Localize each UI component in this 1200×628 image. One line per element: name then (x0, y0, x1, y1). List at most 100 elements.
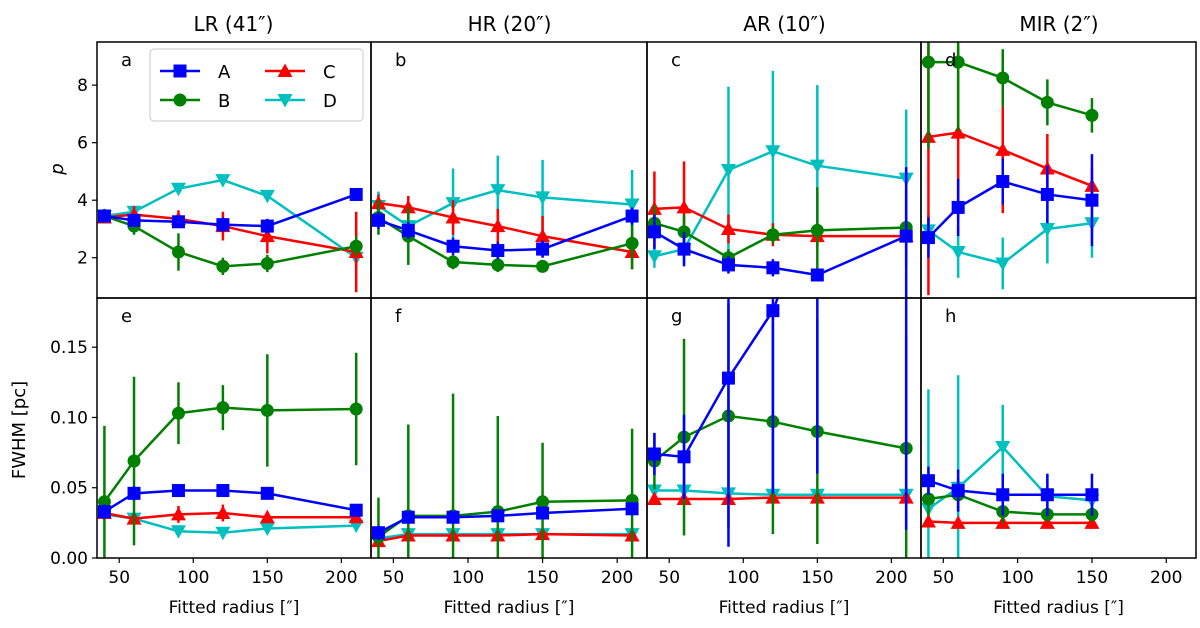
legend-marker-b (173, 93, 187, 107)
point-a (446, 510, 460, 524)
point-a (766, 261, 780, 275)
point-d (647, 484, 662, 499)
panel-frame (646, 41, 922, 299)
x-tick-label: 150 (526, 568, 558, 588)
x-axis-label: Fitted radius [″] (169, 598, 300, 618)
point-a (721, 371, 735, 385)
point-a (216, 218, 230, 232)
series-line-c (104, 511, 357, 520)
series-line-b (103, 406, 357, 503)
point-d (170, 182, 186, 197)
point-b (491, 258, 505, 272)
point-a (625, 502, 639, 516)
point-b (349, 239, 363, 253)
point-a (899, 229, 913, 243)
point-d (995, 257, 1011, 271)
x-tick-label: 150 (1076, 568, 1108, 588)
point-d (765, 145, 781, 159)
point-a (996, 175, 1010, 189)
panel-c: c (646, 41, 922, 299)
point-b (536, 495, 550, 509)
point-b (810, 223, 824, 237)
point-d (259, 189, 275, 204)
column-titles: LR (41″) HR (20″) AR (10″) MIR (2″) (194, 12, 1099, 36)
point-a (536, 506, 550, 520)
point-b (446, 255, 460, 269)
x-tick-label: 200 (875, 568, 907, 588)
series-line-a (653, 230, 907, 277)
legend-marker-d (277, 94, 293, 108)
point-c (170, 506, 186, 521)
point-c (400, 199, 416, 214)
x-axis-label: Fitted radius [″] (719, 598, 850, 618)
y-tick-label: 2 (77, 249, 88, 269)
x-tick-label: 200 (601, 568, 633, 588)
y-tick-label: 0.10 (50, 408, 88, 428)
point-a (349, 187, 363, 201)
panel-frame (920, 41, 1197, 299)
plot-area-h (921, 375, 1100, 558)
panels: a 2 4 6 8 AB CDb c d e 0.00 0.05 0.10 0.15 50 100 150 200… (50, 41, 1197, 618)
point-a (951, 200, 965, 214)
point-c (215, 505, 231, 520)
point-c (490, 218, 506, 233)
x-tick-label: 100 (727, 568, 759, 588)
series-line-c (654, 206, 907, 238)
panel-frame (370, 41, 648, 299)
panel-letter: b (395, 50, 406, 71)
series-line-a (104, 193, 357, 228)
point-a (1040, 488, 1054, 502)
x-tick-label: 100 (452, 568, 484, 588)
panel-letter: f (395, 306, 402, 327)
y-tick-label: 8 (77, 76, 88, 96)
point-b (766, 228, 780, 242)
x-tick-label: 200 (325, 568, 357, 588)
plot-area-b (371, 155, 640, 273)
point-b (216, 401, 230, 415)
series-line-d (927, 221, 1093, 265)
point-a (260, 486, 274, 500)
point-d (624, 198, 640, 213)
point-a (371, 526, 385, 540)
panel-frame (920, 297, 1197, 559)
point-a (491, 509, 505, 523)
point-a (446, 239, 460, 253)
panel-letter: c (671, 50, 681, 71)
panel-h: h 50 100 150 200 Fitted radius [″] (920, 297, 1197, 618)
point-b (97, 495, 111, 509)
legend: AB CD (149, 48, 364, 122)
x-tick-label: 50 (658, 568, 680, 588)
point-a (647, 225, 661, 239)
point-d (995, 440, 1011, 455)
series-line-a (654, 298, 779, 459)
y-axis-label-fwhm: FWHM [pc] (9, 381, 30, 479)
point-d (647, 250, 662, 264)
point-b (171, 406, 185, 420)
series-line-b (377, 499, 633, 538)
point-a (216, 484, 230, 498)
point-b (216, 259, 230, 273)
point-a (401, 510, 415, 524)
point-c (950, 125, 966, 139)
series-line-d (927, 445, 1093, 510)
series-line-b (653, 414, 907, 462)
point-b (921, 492, 935, 506)
point-b (349, 402, 363, 416)
y-tick-label: 0.05 (50, 479, 88, 499)
legend-marker-a (173, 64, 187, 78)
legend-label-a: A (218, 62, 231, 83)
series-line-c (654, 496, 907, 501)
point-a (260, 219, 274, 233)
point-c (1084, 515, 1100, 529)
point-a (171, 215, 185, 229)
point-b (625, 236, 639, 250)
point-a (171, 484, 185, 498)
panel-letter: g (671, 306, 682, 327)
x-tick-label: 150 (251, 568, 283, 588)
y-tick-label: 6 (77, 134, 88, 154)
panel-b: b (370, 41, 648, 299)
point-a (127, 213, 141, 227)
series-line-d (654, 489, 907, 497)
point-a (1085, 193, 1099, 207)
